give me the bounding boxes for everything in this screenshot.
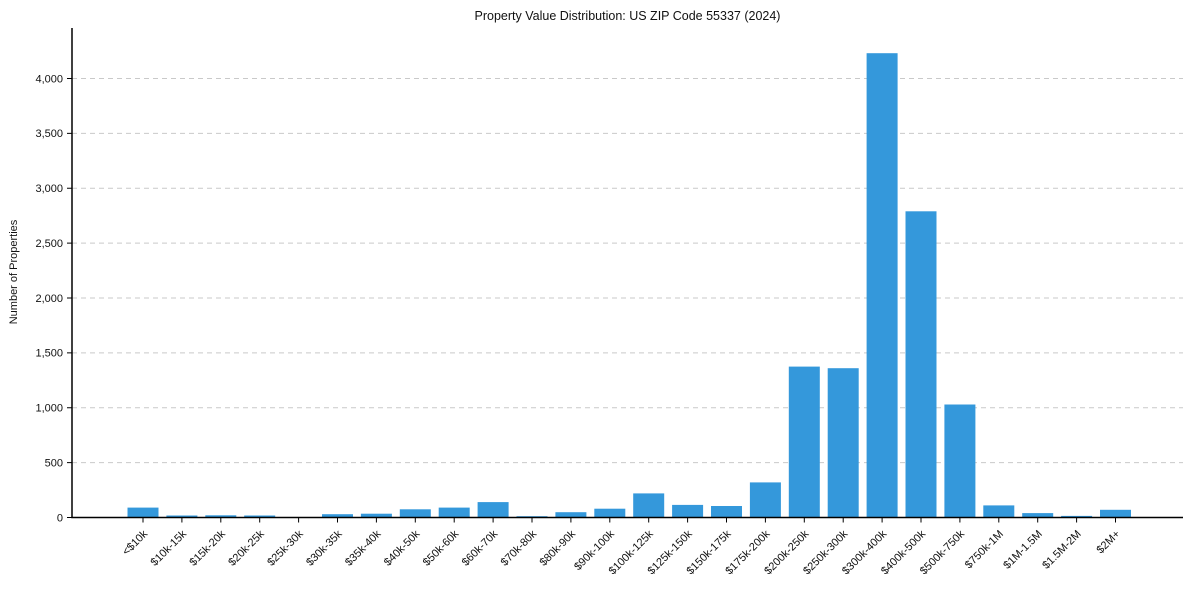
x-tick-label: $10k-15k: [149, 528, 190, 569]
bar: [1061, 515, 1093, 518]
bar: [788, 366, 820, 518]
bar: [594, 508, 626, 518]
bar: [672, 504, 704, 518]
y-tick-label: 3,500: [35, 128, 63, 140]
x-tick-label: $25k-30k: [265, 528, 306, 569]
bar: [244, 515, 276, 518]
bar: [905, 211, 937, 518]
y-tick-label: 3,000: [35, 183, 63, 195]
y-tick-label: 2,500: [35, 238, 63, 250]
bar: [477, 502, 509, 518]
x-tick-label: $2M+: [1094, 528, 1122, 556]
bar: [944, 404, 976, 518]
bar: [438, 507, 470, 518]
x-tick-label: $70k-80k: [499, 528, 540, 569]
y-tick-label: 4,000: [35, 73, 63, 85]
x-tick-label: $50k-60k: [421, 528, 462, 569]
y-tick-label: 0: [57, 512, 63, 524]
x-tick-label: $1.5M-2M: [1040, 528, 1084, 572]
x-tick-label: $40k-50k: [382, 528, 423, 569]
bar: [399, 509, 431, 518]
x-tick-label: $1M-1.5M: [1001, 528, 1045, 572]
bar: [322, 514, 353, 518]
y-tick-label: 500: [45, 457, 63, 469]
bar: [1022, 513, 1054, 518]
bar: [711, 506, 742, 518]
chart-title: Property Value Distribution: US ZIP Code…: [474, 9, 781, 23]
bar: [127, 507, 159, 518]
bar: [749, 482, 781, 518]
bar: [983, 505, 1015, 518]
x-tick-label: $15k-20k: [187, 528, 228, 569]
y-tick-label: 1,000: [35, 403, 63, 415]
bar: [1100, 509, 1131, 518]
x-tick-label: $750k-1M: [963, 528, 1006, 571]
bar: [555, 512, 587, 518]
x-tick-label: $30k-35k: [304, 528, 345, 569]
x-tick-label: $80k-90k: [538, 528, 579, 569]
x-tick-label: $35k-40k: [343, 528, 384, 569]
x-tick-label: $60k-70k: [460, 528, 501, 569]
bar: [633, 493, 665, 518]
bar: [827, 368, 859, 518]
x-tick-label: $20k-25k: [226, 528, 267, 569]
bar: [866, 53, 898, 518]
y-tick-label: 2,000: [35, 293, 63, 305]
bar: [166, 515, 198, 518]
x-tick-label: <$10k: [120, 528, 150, 558]
bar: [360, 513, 392, 518]
y-tick-label: 1,500: [35, 348, 63, 360]
bar: [205, 515, 237, 518]
